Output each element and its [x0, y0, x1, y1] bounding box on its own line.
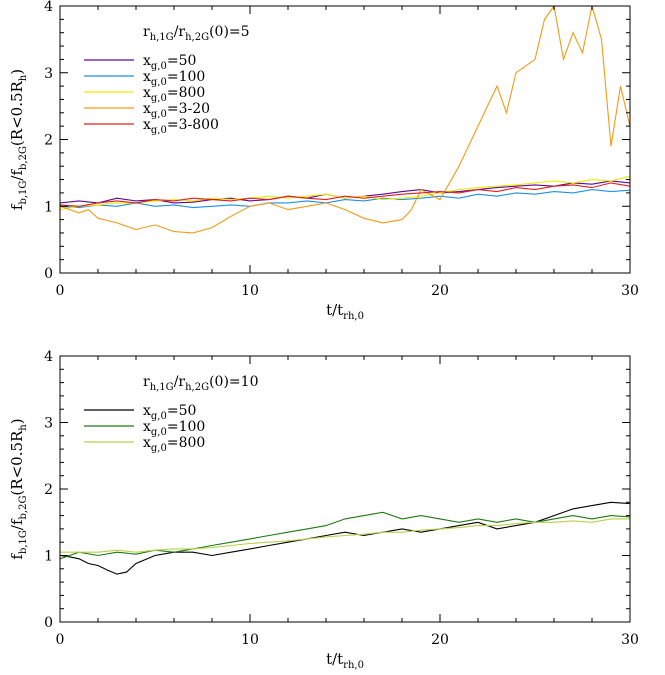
series-line-bottom-2: [60, 518, 630, 553]
panel-annotation: rh,1G/rh,2G(0)=10: [143, 374, 258, 393]
y-tick-label: 2: [44, 133, 53, 149]
y-tick-label: 1: [44, 199, 53, 215]
plot-frame-top: [59, 5, 631, 274]
x-tick-label: 20: [431, 283, 449, 299]
x-tick-label: 30: [621, 632, 639, 648]
legend-label: xg,0=800: [143, 435, 205, 454]
x-tick-label: 10: [241, 283, 259, 299]
series-line-bottom-0: [60, 501, 630, 575]
chart-panel-bottom: 0 10 20 30 0 1 2 3 4 t/trh,0 fb,1G/fb,2G(R<0.5Rh) r…: [8, 349, 639, 671]
legend-label: xg,0=3-20: [143, 101, 210, 120]
x-axis-title: t/trh,0: [326, 650, 364, 671]
series-line-top-2: [60, 175, 630, 211]
x-tick-label: 0: [56, 632, 65, 648]
legend-top: xg,0=50xg,0=100xg,0=800xg,0=3-20xg,0=3-8…: [84, 53, 219, 136]
x-tick-label: 20: [431, 632, 449, 648]
y-tick-label: 3: [44, 66, 53, 82]
y-tick-label: 3: [44, 416, 53, 432]
panel-annotation: rh,1G/rh,2G(0)=5: [143, 24, 250, 43]
legend-label: xg,0=50: [143, 403, 196, 422]
plot-frame-bottom: [59, 355, 631, 623]
y-tick-label: 4: [44, 0, 53, 15]
series-line-top-3: [60, 6, 630, 234]
chart-panel-top: 0 10 20 30 0 1 2 3 4 t/trh,0 fb,1G/fb,2G(R<0.5Rh) r…: [8, 0, 639, 322]
y-tick-label: 1: [44, 549, 53, 565]
legend-label: xg,0=3-800: [143, 117, 219, 136]
x-tick-label: 10: [241, 632, 259, 648]
legend-label: xg,0=100: [143, 419, 205, 438]
series-line-top-1: [60, 189, 630, 209]
x-axis-title: t/trh,0: [326, 301, 364, 322]
y-tick-label: 0: [44, 615, 53, 631]
legend-label: xg,0=50: [143, 53, 196, 72]
series-line-top-4: [60, 182, 630, 207]
legend-label: xg,0=800: [143, 85, 205, 104]
legend-label: xg,0=100: [143, 69, 205, 88]
y-axis-title: fb,1G/fb,2G(R<0.5Rh): [8, 69, 29, 210]
y-axis-title: fb,1G/fb,2G(R<0.5Rh): [8, 418, 29, 559]
y-tick-label: 0: [44, 266, 53, 282]
x-tick-label: 30: [621, 283, 639, 299]
x-tick-label: 0: [56, 283, 65, 299]
y-tick-label: 4: [44, 349, 53, 365]
y-tick-label: 2: [44, 482, 53, 498]
